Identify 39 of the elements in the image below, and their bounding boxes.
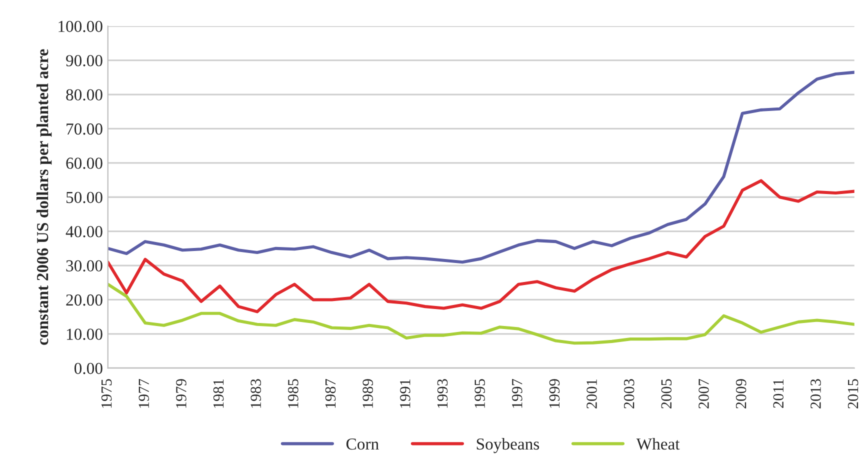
x-tick-label: 2009 — [736, 379, 746, 408]
x-tick-label: 2015 — [848, 379, 858, 408]
line-series — [108, 282, 854, 345]
x-tick-label: 1999 — [549, 379, 560, 408]
x-tick-label: 2007 — [698, 378, 709, 408]
y-tick-label: 70.00 — [66, 123, 102, 135]
x-tick-label: 1991 — [400, 379, 410, 408]
line-series — [108, 70, 854, 264]
y-axis-title: constant 2006 US dollars per planted acre — [36, 49, 52, 345]
y-tick-label: 60.00 — [66, 158, 102, 169]
x-tick-label: 1981 — [213, 379, 224, 408]
x-tick-label: 1995 — [474, 379, 485, 408]
y-tick-label: 20.00 — [66, 294, 102, 306]
y-tick-label: 80.00 — [66, 89, 102, 101]
y-tick-label: 50.00 — [66, 192, 102, 204]
x-tick-label: 1987 — [325, 378, 336, 408]
x-tick-label: 1993 — [437, 379, 448, 408]
legend-label: Corn — [346, 438, 379, 450]
x-tick-label: 1989 — [362, 379, 373, 408]
x-tick-label: 2001 — [586, 379, 597, 408]
y-tick-label: 40.00 — [66, 226, 102, 238]
y-tick-label: 10.00 — [66, 328, 102, 340]
legend-label: Wheat — [636, 438, 680, 450]
x-tick-label: 1977 — [138, 378, 150, 408]
x-tick-label: 2003 — [624, 379, 634, 408]
y-tick-label: 90.00 — [66, 55, 102, 66]
y-tick-label: 30.00 — [66, 260, 102, 272]
x-tick-label: 1975 — [101, 379, 112, 408]
x-tick-label: 1997 — [512, 378, 522, 408]
x-tick-label: 2011 — [773, 379, 784, 408]
line-series — [108, 179, 854, 314]
x-tick-label: 2013 — [810, 379, 821, 408]
x-tick-label: 2005 — [661, 379, 672, 408]
legend-label: Soybeans — [476, 438, 540, 454]
y-tick-label: 0.00 — [74, 362, 102, 374]
x-tick-label: 1979 — [176, 379, 186, 408]
y-tick-label: 100.00 — [58, 20, 102, 32]
x-tick-label: 1983 — [250, 379, 261, 408]
x-tick-label: 1985 — [288, 379, 298, 408]
